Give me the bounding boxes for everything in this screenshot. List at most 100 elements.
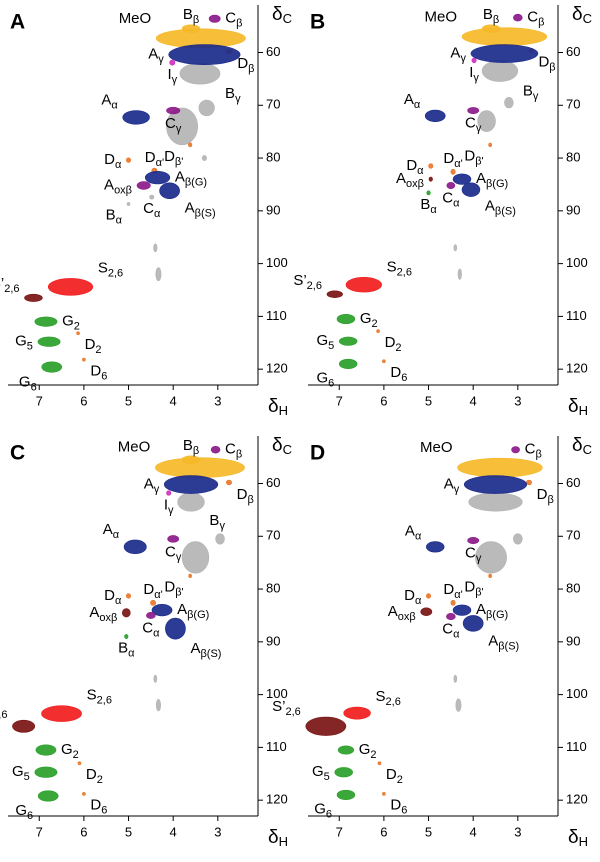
peak-label-sub: 2,6 (285, 706, 300, 718)
peak-label-main: A (476, 601, 486, 618)
peak-label: Dα (406, 157, 424, 177)
peak (504, 97, 514, 109)
peak-label-sub: 2,6 (97, 695, 112, 707)
peak-label-main: A (190, 640, 200, 657)
peak-label: Dβ' (164, 579, 183, 599)
peak (426, 190, 431, 196)
peak-label: MeO (119, 10, 152, 27)
peak-label: MeO (118, 439, 151, 456)
peak (513, 533, 523, 545)
peak-label-main: A (104, 176, 114, 193)
peak-label-main: D (237, 486, 248, 503)
peak-label-main: B (183, 6, 193, 23)
peak-label: Aβ(G) (177, 601, 209, 621)
peak (481, 60, 519, 82)
peak-label-sub: β (236, 18, 242, 30)
peak-label: Bβ (183, 6, 199, 26)
peak-label-main: C (225, 441, 236, 458)
peak-label: Dα' (143, 581, 162, 601)
peak (488, 573, 492, 579)
peak-label-sub: β (549, 61, 555, 73)
peak (446, 613, 456, 620)
peak-label: S2,6 (98, 259, 123, 279)
panel-letter: C (10, 442, 25, 465)
peak-label: Cα (442, 190, 460, 210)
peak (188, 573, 192, 579)
peak-label-sub: γ (158, 54, 164, 66)
peak (37, 336, 61, 347)
peak-label-main: MeO (425, 9, 458, 26)
peak-label-main: C (165, 543, 176, 560)
peak-label-main: S (87, 687, 97, 704)
x-axis-label-main: δ (268, 827, 279, 848)
peak (226, 479, 232, 486)
peak-label: G5 (316, 332, 334, 352)
peak (166, 106, 181, 115)
peak-label-main: D (145, 149, 156, 166)
peak (34, 766, 58, 778)
peak-label-main: G (15, 802, 27, 819)
y-tick-label: 90 (566, 202, 580, 217)
peak-label: Bβ (183, 437, 199, 457)
peak-label: S2,6 (376, 688, 401, 708)
peak-label-sub: γ (172, 74, 178, 86)
x-axis-label-main: δ (568, 827, 579, 848)
peak-label-sub: β(G) (486, 609, 508, 621)
peak-label-main: G (62, 313, 74, 330)
y-axis-label-sub: C (583, 11, 592, 26)
peak-label: Aβ(G) (476, 170, 508, 190)
peak-label: Bα (420, 196, 437, 216)
peak-label-sub: 6 (101, 804, 107, 816)
peak-label-main: D (164, 579, 175, 596)
peak-label-sub: γ (454, 483, 460, 495)
peak-label-sub: 2,6 (108, 267, 123, 279)
peak (77, 761, 82, 766)
y-tick-label: 110 (566, 308, 587, 323)
peak-label: Dα (104, 587, 122, 607)
peak-label-sub: 2 (397, 774, 403, 786)
peak-label-main: A (488, 632, 498, 649)
peak-label-sub: β (248, 63, 254, 75)
x-axis-label-sub: H (279, 834, 288, 849)
peak (453, 244, 458, 252)
y-tick-label: 70 (266, 97, 280, 112)
peak-label: S’2,6 (0, 275, 20, 295)
y-tick-label: 120 (566, 792, 588, 807)
peak-label-sub: oxβ (99, 612, 117, 624)
peak-label-sub: β(S) (498, 640, 519, 652)
peak-label: G2 (359, 741, 377, 761)
peak-label-sub: 2 (372, 318, 378, 330)
x-tick-label: 6 (80, 393, 87, 408)
peak (462, 615, 484, 632)
peak-label-main: G (19, 373, 31, 390)
peak (82, 791, 86, 796)
peak (153, 674, 158, 683)
peak-label-sub: 2 (370, 749, 376, 761)
peak-label-sub: α (415, 530, 422, 542)
y-tick-label: 90 (266, 202, 280, 217)
peak-label-sub: α' (454, 589, 462, 601)
peak (198, 99, 215, 117)
peak (488, 142, 492, 148)
x-axis-label-sub: H (579, 834, 588, 849)
peak (136, 181, 151, 190)
peak-label-sub: β' (475, 587, 483, 599)
peak (188, 142, 193, 148)
peak (126, 593, 132, 599)
peak-label-sub: 2,6 (4, 283, 19, 295)
peak-label-sub: 2 (95, 344, 101, 356)
peak-label: Aoxβ (388, 603, 416, 623)
peak (146, 611, 156, 619)
peak-label-sub: γ (168, 504, 174, 516)
peak-label-sub: α (430, 204, 437, 216)
peak (166, 490, 172, 496)
peak-label: Cα (142, 620, 160, 640)
x-tick-label: 3 (214, 393, 221, 408)
peak-label-main: D (406, 157, 417, 174)
peak (24, 293, 43, 302)
peak-label-main: D (443, 150, 454, 167)
peak (526, 479, 532, 486)
peak-label-sub: γ (176, 123, 182, 135)
x-tick-label: 4 (470, 393, 477, 408)
